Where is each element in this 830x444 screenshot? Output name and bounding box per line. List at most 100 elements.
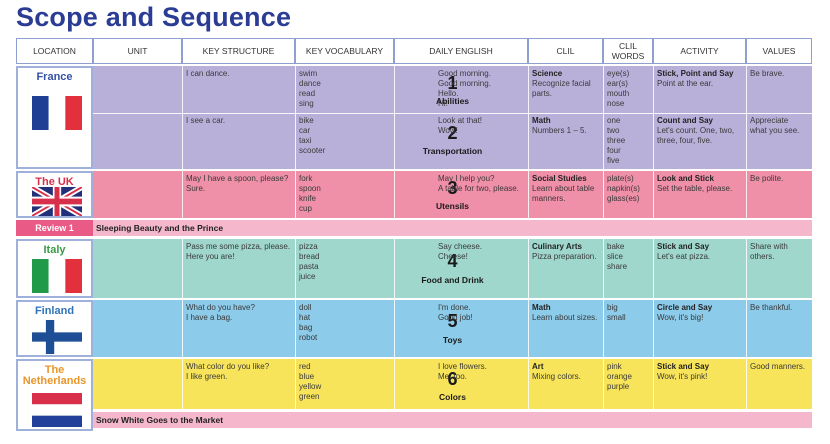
daily-english: Good morning. Good morning. Hello. Hi! <box>438 69 491 108</box>
clil-words: plate(s) napkin(s) glass(es) <box>607 174 640 203</box>
clil-subject: Social Studies <box>532 174 587 183</box>
uk-flag-icon <box>32 187 82 216</box>
clil-subject: Culinary Arts <box>532 242 582 251</box>
unit-name: Abilities <box>435 96 470 106</box>
clil: Art Mixing colors. <box>532 362 604 382</box>
activity: Count and Say Let's count. One, two, thre… <box>657 116 745 146</box>
finland-flag-icon <box>32 320 82 354</box>
key-vocabulary: fork spoon knife cup <box>299 174 321 213</box>
activity-desc: Wow, it's pink! <box>657 372 708 381</box>
unit-band-finland: 5 Toys What do you have? I have a bag. d… <box>93 300 812 357</box>
key-vocabulary: pizza bread pasta juice <box>299 242 320 281</box>
activity-title: Circle and Say <box>657 303 713 312</box>
activity-desc: Let's count. One, two, three, four, five… <box>657 126 735 145</box>
clil-subject: Science <box>532 69 563 78</box>
value: Good manners. <box>750 362 806 371</box>
country-name: Finland <box>34 305 75 317</box>
header-values: VALUES <box>746 38 812 64</box>
activity: Stick and Say Wow, it's pink! <box>657 362 745 382</box>
unit-name: Colors <box>439 392 466 402</box>
header-location: LOCATION <box>16 38 93 64</box>
unit-number: 4 <box>447 251 458 271</box>
header-clil: CLIL <box>528 38 603 64</box>
daily-english: Look at that! Wow! <box>438 116 483 135</box>
key-structure: What color do you like? I like green. <box>186 362 270 381</box>
value: Share with others. <box>750 242 788 261</box>
clil-desc: Learn about table manners. <box>532 184 595 203</box>
clil-desc: Pizza preparation. <box>532 252 597 261</box>
header-activity: ACTIVITY <box>653 38 746 64</box>
activity-desc: Set the table, please. <box>657 184 733 193</box>
country-name: Italy <box>43 244 66 256</box>
country-name: The Netherlands <box>22 364 87 387</box>
review-label: Review 1 <box>16 220 93 236</box>
netherlands-flag-icon <box>32 393 82 427</box>
clil-subject: Math <box>532 303 551 312</box>
location-uk: The UK <box>16 171 93 218</box>
location-finland: Finland <box>16 300 93 357</box>
unit-name: Transportation <box>422 146 483 156</box>
activity-title: Look and Stick <box>657 174 714 183</box>
key-structure: I can dance. <box>186 69 230 78</box>
value: Be brave. <box>750 69 785 78</box>
unit-number: 3 <box>447 178 458 198</box>
key-vocabulary: red blue yellow green <box>299 362 322 401</box>
daily-english: I love flowers. Me, too. <box>438 362 487 381</box>
key-vocabulary: swim dance read sing <box>299 69 321 108</box>
clil: Social Studies Learn about table manners. <box>532 174 602 204</box>
activity-title: Stick and Say <box>657 242 710 251</box>
country-name: The UK <box>35 176 74 188</box>
key-structure: Pass me some pizza, please. Here you are… <box>186 242 291 261</box>
clil-desc: Numbers 1 – 5. <box>532 126 587 135</box>
activity: Stick, Point and Say Point at the ear. <box>657 69 745 89</box>
daily-english: I'm done. Good job! <box>438 303 473 322</box>
header-clil-words: CLIL WORDS <box>603 38 653 64</box>
france-flag-icon <box>32 96 82 130</box>
location-netherlands: The Netherlands <box>16 359 93 431</box>
unit-name: Utensils <box>435 201 470 211</box>
key-structure: What do you have? I have a bag. <box>186 303 255 322</box>
review-story: Sleeping Beauty and the Prince <box>93 220 812 236</box>
unit-number: 2 <box>447 123 458 143</box>
clil: Culinary Arts Pizza preparation. <box>532 242 604 262</box>
header-key-structure: KEY STRUCTURE <box>182 38 295 64</box>
value: Be polite. <box>750 174 784 183</box>
unit-name: Food and Drink <box>421 275 484 285</box>
unit-band-france: 1 Abilities I can dance. swim dance read… <box>93 66 812 169</box>
clil-words: one two three four five <box>607 116 626 165</box>
activity-title: Stick and Say <box>657 362 710 371</box>
clil-desc: Learn about sizes. <box>532 313 598 322</box>
country-name: France <box>36 71 73 83</box>
key-structure: May I have a spoon, please? Sure. <box>186 174 289 193</box>
activity-desc: Point at the ear. <box>657 79 714 88</box>
unit-band-netherlands: 6 Colors What color do you like? I like … <box>93 359 812 409</box>
daily-english: Say cheese. Cheese! <box>438 242 483 261</box>
unit-number: 6 <box>447 369 458 389</box>
clil-desc: Mixing colors. <box>532 372 581 381</box>
clil-words: pink orange purple <box>607 362 632 391</box>
activity-desc: Wow, it's big! <box>657 313 704 322</box>
header-unit: UNIT <box>93 38 182 64</box>
clil-subject: Math <box>532 116 551 125</box>
activity: Look and Stick Set the table, please. <box>657 174 745 194</box>
key-vocabulary: doll hat bag robot <box>299 303 318 342</box>
clil-desc: Recognize facial parts. <box>532 79 591 98</box>
daily-english: May I help you? A table for two, please. <box>438 174 519 193</box>
clil-words: bake slice share <box>607 242 628 271</box>
review-story-2: Snow White Goes to the Market <box>93 412 812 428</box>
activity: Stick and Say Let's eat pizza. <box>657 242 745 262</box>
clil: Math Numbers 1 – 5. <box>532 116 602 136</box>
page-title: Scope and Sequence <box>16 2 292 32</box>
activity-title: Stick, Point and Say <box>657 69 734 78</box>
unit-number: 5 <box>447 311 458 331</box>
clil: Science Recognize facial parts. <box>532 69 602 99</box>
unit-number: 1 <box>447 73 458 93</box>
key-structure: I see a car. <box>186 116 226 125</box>
header-key-vocabulary: KEY VOCABULARY <box>295 38 394 64</box>
clil-words: eye(s) ear(s) mouth nose <box>607 69 630 108</box>
value: Appreciate what you see. <box>750 116 800 135</box>
location-france: France <box>16 66 93 169</box>
activity-title: Count and Say <box>657 116 714 125</box>
activity-desc: Let's eat pizza. <box>657 252 711 261</box>
location-italy: Italy <box>16 239 93 298</box>
